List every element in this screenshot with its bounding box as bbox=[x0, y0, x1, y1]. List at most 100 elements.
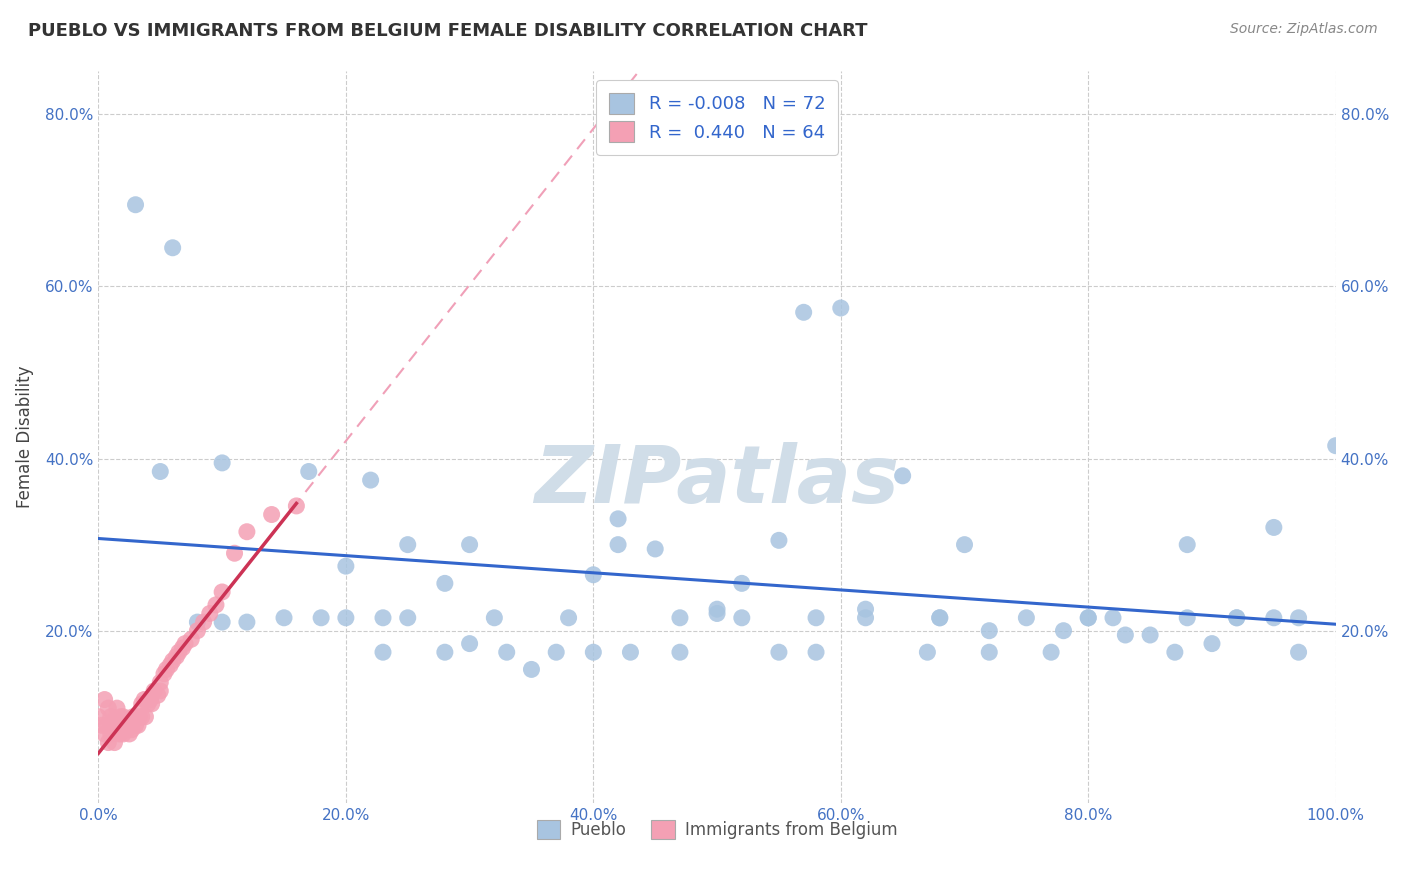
Point bbox=[557, 611, 579, 625]
Point bbox=[91, 718, 114, 732]
Point bbox=[172, 640, 194, 655]
Point bbox=[165, 649, 187, 664]
Point bbox=[134, 710, 156, 724]
Point bbox=[458, 538, 481, 552]
Point bbox=[396, 611, 419, 625]
Point bbox=[1077, 611, 1099, 625]
Point bbox=[1164, 645, 1187, 659]
Point bbox=[371, 645, 394, 659]
Point bbox=[260, 508, 283, 522]
Point bbox=[285, 499, 308, 513]
Point bbox=[143, 684, 166, 698]
Point bbox=[607, 512, 630, 526]
Point bbox=[371, 611, 394, 625]
Point bbox=[731, 611, 754, 625]
Point bbox=[118, 718, 141, 732]
Point bbox=[108, 727, 131, 741]
Point bbox=[128, 710, 150, 724]
Point bbox=[193, 615, 215, 629]
Point bbox=[110, 723, 132, 737]
Point bbox=[273, 611, 295, 625]
Point bbox=[115, 723, 138, 737]
Point bbox=[1139, 628, 1161, 642]
Point bbox=[224, 546, 246, 560]
Point bbox=[855, 602, 877, 616]
Point bbox=[768, 645, 790, 659]
Point bbox=[103, 714, 125, 728]
Point bbox=[124, 198, 146, 212]
Point bbox=[97, 701, 120, 715]
Point bbox=[335, 559, 357, 574]
Point bbox=[1175, 611, 1198, 625]
Point bbox=[103, 735, 125, 749]
Legend: Pueblo, Immigrants from Belgium: Pueblo, Immigrants from Belgium bbox=[530, 814, 904, 846]
Point bbox=[804, 645, 827, 659]
Point bbox=[136, 697, 159, 711]
Point bbox=[582, 645, 605, 659]
Point bbox=[100, 718, 122, 732]
Point bbox=[1175, 538, 1198, 552]
Point bbox=[211, 585, 233, 599]
Point bbox=[495, 645, 517, 659]
Point bbox=[1226, 611, 1249, 625]
Point bbox=[309, 611, 332, 625]
Point bbox=[1052, 624, 1074, 638]
Point bbox=[928, 611, 950, 625]
Point bbox=[298, 465, 321, 479]
Point bbox=[186, 615, 208, 629]
Point bbox=[1288, 611, 1310, 625]
Point bbox=[100, 710, 122, 724]
Point bbox=[149, 684, 172, 698]
Point bbox=[928, 611, 950, 625]
Point bbox=[211, 615, 233, 629]
Point bbox=[155, 662, 177, 676]
Point bbox=[110, 710, 132, 724]
Text: ZIPatlas: ZIPatlas bbox=[534, 442, 900, 520]
Point bbox=[1226, 611, 1249, 625]
Point bbox=[186, 624, 208, 638]
Point bbox=[162, 654, 184, 668]
Point bbox=[167, 645, 190, 659]
Point bbox=[669, 611, 692, 625]
Point bbox=[360, 473, 382, 487]
Point bbox=[198, 607, 221, 621]
Point bbox=[149, 675, 172, 690]
Point bbox=[768, 533, 790, 548]
Point bbox=[112, 710, 135, 724]
Point bbox=[124, 718, 146, 732]
Point bbox=[131, 697, 153, 711]
Point bbox=[112, 718, 135, 732]
Point bbox=[546, 645, 568, 659]
Point bbox=[731, 576, 754, 591]
Point bbox=[458, 637, 481, 651]
Point bbox=[174, 637, 197, 651]
Point bbox=[644, 541, 666, 556]
Point bbox=[105, 701, 128, 715]
Point bbox=[236, 524, 259, 539]
Point bbox=[706, 607, 728, 621]
Point bbox=[139, 692, 162, 706]
Point bbox=[146, 688, 169, 702]
Point bbox=[118, 727, 141, 741]
Point bbox=[706, 602, 728, 616]
Point bbox=[97, 735, 120, 749]
Point bbox=[979, 624, 1001, 638]
Point bbox=[87, 710, 110, 724]
Point bbox=[607, 538, 630, 552]
Point bbox=[1114, 628, 1136, 642]
Point bbox=[205, 598, 228, 612]
Point bbox=[122, 710, 145, 724]
Point bbox=[520, 662, 543, 676]
Point bbox=[830, 301, 852, 315]
Point bbox=[114, 723, 136, 737]
Point bbox=[131, 710, 153, 724]
Point bbox=[433, 576, 456, 591]
Point bbox=[1263, 520, 1285, 534]
Point bbox=[121, 723, 143, 737]
Text: Source: ZipAtlas.com: Source: ZipAtlas.com bbox=[1230, 22, 1378, 37]
Point bbox=[93, 692, 115, 706]
Point bbox=[669, 645, 692, 659]
Point bbox=[793, 305, 815, 319]
Point bbox=[100, 727, 122, 741]
Y-axis label: Female Disability: Female Disability bbox=[15, 366, 34, 508]
